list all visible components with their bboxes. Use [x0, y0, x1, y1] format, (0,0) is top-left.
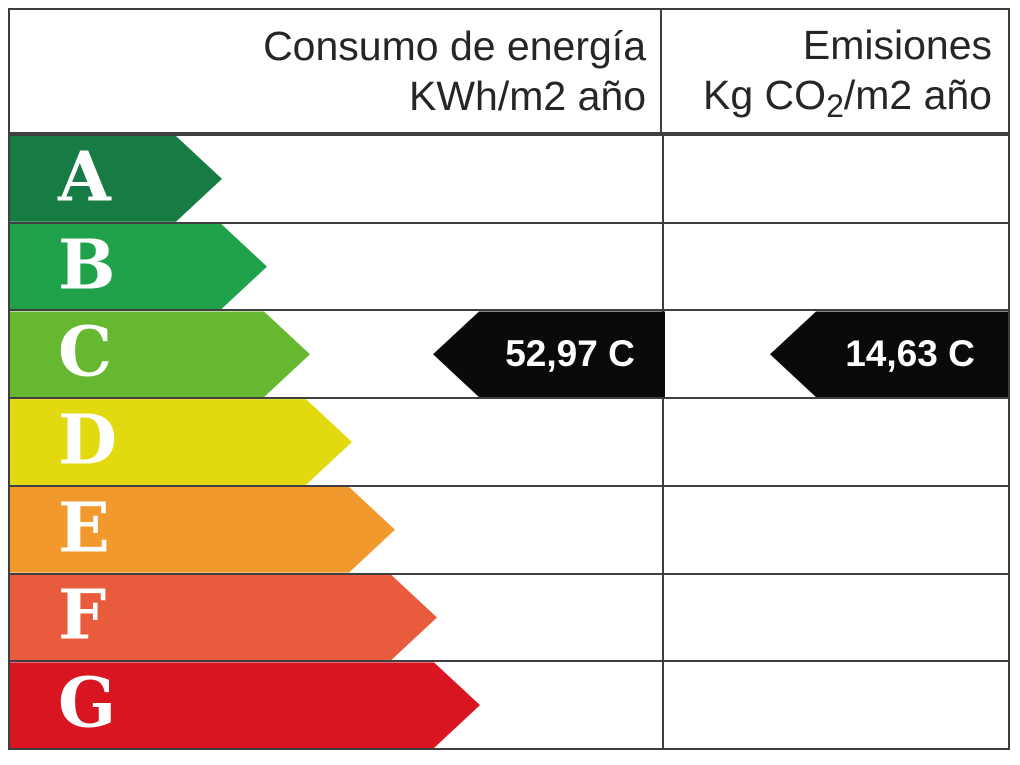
energy-certificate-table: Consumo de energía KWh/m2 año Emisiones … [8, 8, 1010, 750]
rating-row-c: C 52,97 C 14,63 C [10, 309, 1008, 398]
rating-letter-f: F [58, 575, 107, 656]
rating-arrow-d: D [10, 399, 352, 485]
rating-row-e: E [10, 484, 1008, 573]
rating-arrow-f: F [10, 575, 437, 661]
rating-letter-c: C [58, 312, 113, 393]
emissions-value-pointer: 14,63 C [770, 311, 1008, 398]
rating-arrow-b: B [10, 224, 267, 310]
rating-arrow-a: A [10, 136, 222, 222]
rating-letter-d: D [58, 400, 117, 481]
rating-letter-g: G [58, 663, 117, 744]
rating-row-f: F [10, 572, 1008, 661]
emissions-value: 14,63 C [845, 333, 975, 375]
rating-letter-a: A [58, 137, 111, 218]
rating-rows: A B C 52,97 C 14,63 C D [10, 134, 1008, 748]
rating-arrow-g: G [10, 662, 480, 748]
rating-row-a: A [10, 134, 1008, 222]
consumption-value-pointer: 52,97 C [433, 311, 665, 398]
rating-row-d: D [10, 397, 1008, 485]
table-header: Consumo de energía KWh/m2 año Emisiones … [10, 10, 1008, 134]
column-divider [662, 134, 664, 748]
emissions-header-line1: Emisiones [802, 21, 992, 68]
column-header-consumption: Consumo de energía KWh/m2 año [10, 10, 662, 132]
consumption-value: 52,97 C [505, 333, 635, 375]
rating-arrow-c: C [10, 311, 310, 397]
co2-subscript: 2 [826, 87, 844, 124]
emissions-header-line2: Kg CO2/m2 año [703, 71, 992, 124]
rating-letter-e: E [58, 488, 110, 569]
consumption-header-line1: Consumo de energía [263, 23, 646, 69]
rating-row-b: B [10, 221, 1008, 310]
consumption-header-line2: KWh/m2 año [409, 73, 646, 119]
rating-letter-b: B [58, 224, 116, 305]
rating-arrow-e: E [10, 487, 395, 573]
column-header-emissions: Emisiones Kg CO2/m2 año [662, 10, 1008, 132]
rating-row-g: G [10, 660, 1008, 748]
